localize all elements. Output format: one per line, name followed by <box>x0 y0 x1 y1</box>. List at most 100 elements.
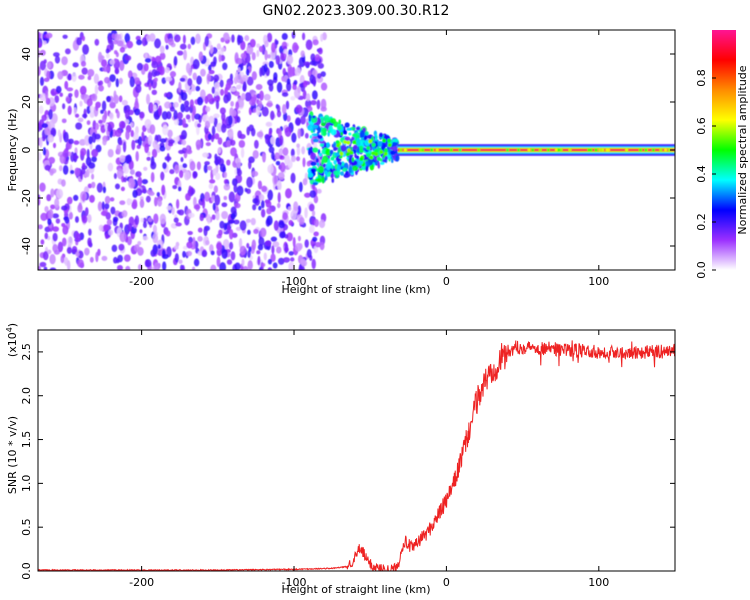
heatmap-cell <box>221 202 228 208</box>
heatmap-cell <box>93 73 100 85</box>
heatmap-cell <box>327 158 331 167</box>
heatmap-cell <box>145 34 152 42</box>
heatmap-cell <box>133 77 140 85</box>
heatmap-cell <box>64 80 69 90</box>
heatmap-cell <box>222 166 226 173</box>
heatmap-cell <box>192 58 200 70</box>
heatmap-cell <box>384 156 388 160</box>
heatmap-cell <box>62 164 69 175</box>
heatmap-cell <box>84 247 90 256</box>
heatmap-cell <box>351 157 355 163</box>
heatmap-cell <box>587 148 591 152</box>
heatmap-cell <box>305 39 313 51</box>
heatmap-cell <box>348 132 352 136</box>
heatmap-cell <box>61 237 67 247</box>
heatmap-cell <box>223 94 230 104</box>
heatmap-cell <box>247 260 253 270</box>
heatmap-cell <box>202 152 209 158</box>
heatmap-cell <box>110 40 114 51</box>
heatmap-cell <box>267 267 273 270</box>
heatmap-cell <box>238 238 243 249</box>
heatmap-cell <box>75 122 83 130</box>
y-tick-label: 2.5 <box>20 343 33 361</box>
heatmap-cell <box>318 165 324 174</box>
heatmap-cell <box>284 243 289 254</box>
heatmap-cell <box>247 229 251 235</box>
heatmap-cell <box>271 245 275 255</box>
heatmap-cell <box>118 243 125 251</box>
heatmap-cell <box>261 185 268 193</box>
heatmap-cell <box>607 148 611 152</box>
heatmap-cell <box>304 132 309 139</box>
snr-line <box>38 340 675 571</box>
heatmap-cell <box>82 162 86 168</box>
x-tick-label: -200 <box>129 275 154 288</box>
heatmap-cell <box>91 93 96 99</box>
heatmap-cell <box>359 148 364 153</box>
heatmap-cell <box>147 151 151 156</box>
heatmap-cell <box>240 147 245 159</box>
heatmap-cell <box>192 105 196 116</box>
heatmap-cell <box>182 163 188 169</box>
heatmap-cell <box>142 217 147 223</box>
heatmap-cell <box>179 135 187 140</box>
heatmap-cell <box>333 146 337 152</box>
heatmap-cell <box>42 147 47 156</box>
heatmap-cell <box>223 195 228 201</box>
heatmap-cell <box>230 251 236 261</box>
heatmap-cell <box>184 100 190 107</box>
heatmap-cell <box>58 165 63 172</box>
heatmap-cell <box>352 140 357 145</box>
heatmap-cell <box>143 221 147 229</box>
heatmap-cell <box>203 226 208 237</box>
heatmap-cell <box>208 69 215 75</box>
heatmap-cell <box>207 165 213 171</box>
heatmap-cell <box>256 50 260 58</box>
heatmap-cell <box>320 71 326 78</box>
heatmap-cell <box>312 75 317 87</box>
heatmap-cell <box>230 213 236 220</box>
heatmap-cell <box>178 259 183 264</box>
heatmap-cell <box>318 152 323 157</box>
heatmap-cell <box>421 148 425 152</box>
heatmap-cell <box>236 169 242 176</box>
heatmap-cell <box>210 61 217 68</box>
heatmap-cell <box>135 97 139 107</box>
heatmap-cell <box>309 135 313 139</box>
heatmap-cell <box>201 250 208 258</box>
heatmap-cell <box>257 255 261 266</box>
heatmap-cell <box>232 178 238 187</box>
x-tick-label: 0 <box>443 275 450 288</box>
heatmap-cell <box>91 156 97 163</box>
heatmap-cell <box>272 262 278 269</box>
heatmap-cell <box>204 120 211 129</box>
heatmap-cell <box>309 146 314 154</box>
heatmap-cell <box>185 193 191 201</box>
heatmap-cell <box>320 159 324 165</box>
heatmap-cell <box>159 45 165 54</box>
heatmap-cell <box>142 235 149 241</box>
heatmap-cell <box>80 148 87 156</box>
heatmap-cell <box>222 62 228 71</box>
heatmap-cell <box>230 206 237 215</box>
heatmap-cell <box>114 129 122 137</box>
heatmap-cell <box>106 219 113 226</box>
heatmap-cell <box>106 95 111 103</box>
heatmap-cell <box>311 210 316 217</box>
heatmap-cell <box>210 250 215 256</box>
heatmap-cell <box>197 235 203 242</box>
heatmap-cell <box>246 126 250 136</box>
heatmap-cell <box>239 100 245 108</box>
heatmap-cell <box>72 62 79 68</box>
snr-y-axis-label: SNR (10 * v/v) <box>6 416 19 494</box>
heatmap-cell <box>153 104 157 112</box>
heatmap-cell <box>116 40 124 47</box>
heatmap-cell <box>98 84 104 92</box>
heatmap-cell <box>159 213 166 225</box>
heatmap-cell <box>293 201 299 212</box>
heatmap-cell <box>141 178 148 185</box>
heatmap-cell <box>189 99 194 108</box>
heatmap-cell <box>135 150 139 162</box>
y-tick-label: 1.5 <box>20 431 33 449</box>
heatmap-cell <box>79 170 83 180</box>
